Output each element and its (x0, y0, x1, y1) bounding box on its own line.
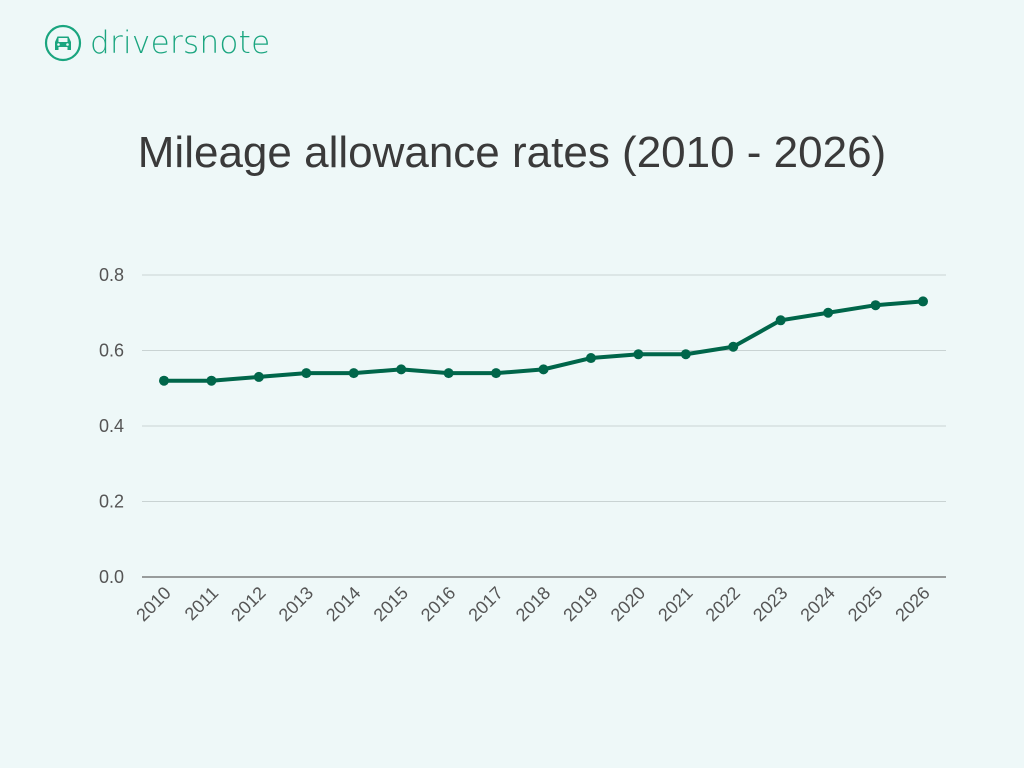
x-tick-label: 2025 (844, 583, 886, 625)
x-tick-label: 2015 (370, 583, 412, 625)
data-point (728, 341, 739, 352)
y-tick-label: 0.0 (99, 567, 124, 587)
x-tick-label: 2021 (654, 583, 696, 625)
x-tick-label: 2026 (891, 583, 933, 625)
y-tick-label: 0.8 (99, 265, 124, 285)
y-tick-label: 0.6 (99, 341, 124, 361)
data-point (443, 368, 454, 379)
y-tick-label: 0.2 (99, 492, 124, 512)
data-point (870, 300, 881, 311)
x-tick-label: 2019 (559, 583, 601, 625)
data-point (159, 375, 169, 386)
x-tick-label: 2013 (275, 583, 317, 625)
data-point (396, 364, 407, 375)
data-point (680, 349, 691, 360)
x-tick-label: 2012 (227, 583, 269, 625)
data-point (301, 368, 312, 379)
x-tick-label: 2020 (607, 583, 649, 625)
x-tick-label: 2010 (132, 583, 174, 625)
x-tick-label: 2011 (181, 583, 223, 625)
x-tick-label: 2024 (796, 583, 838, 625)
data-point (633, 349, 644, 360)
x-tick-label: 2018 (512, 583, 554, 625)
data-point (348, 368, 359, 379)
x-tick-label: 2023 (749, 583, 791, 625)
chart-title: Mileage allowance rates (2010 - 2026) (137, 128, 887, 177)
data-point (538, 364, 549, 375)
data-point (491, 368, 502, 379)
x-tick-label: 2022 (702, 583, 744, 625)
car-icon (44, 24, 82, 62)
x-tick-label: 2014 (322, 583, 364, 625)
data-point (253, 371, 264, 382)
brand-name: driversnote (90, 25, 271, 61)
y-tick-label: 0.4 (99, 416, 124, 436)
x-tick-label: 2016 (417, 583, 459, 625)
data-point (918, 296, 928, 307)
brand-logo: driversnote (44, 24, 271, 62)
data-point (206, 375, 217, 386)
x-tick-label: 2017 (464, 583, 506, 625)
data-point (823, 307, 834, 318)
data-point (775, 315, 786, 326)
data-point (585, 353, 596, 364)
